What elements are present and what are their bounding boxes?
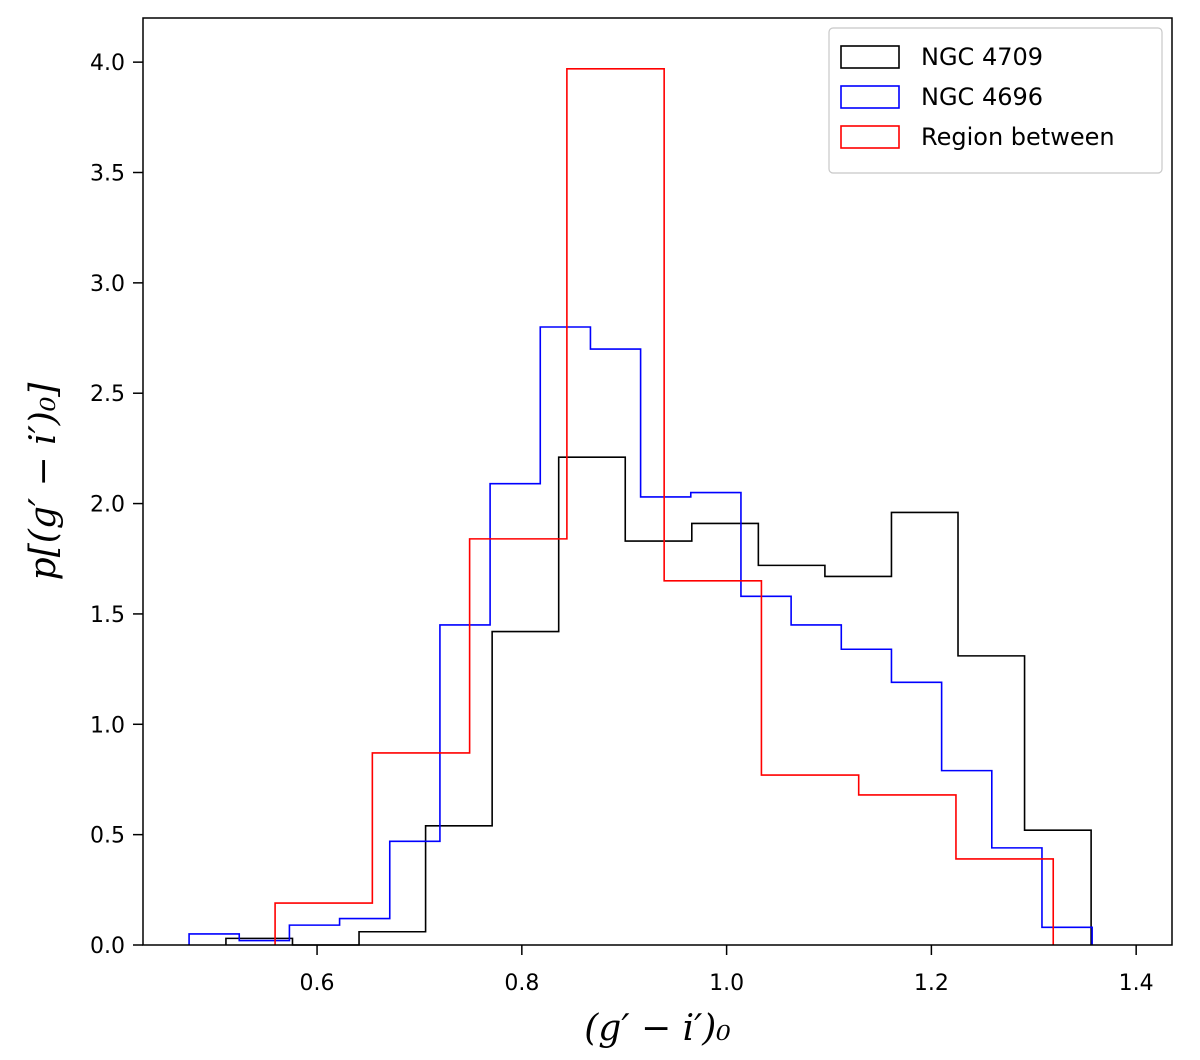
y-axis-label: p[(g′ − i′)₀]	[23, 382, 64, 581]
legend-swatch	[840, 85, 900, 109]
y-tick-label: 2.0	[90, 493, 125, 518]
plot-frame	[142, 17, 1173, 946]
x-tick-label: 1.2	[914, 971, 949, 996]
legend-label: NGC 4696	[921, 83, 1043, 111]
y-tick-label: 3.0	[90, 272, 125, 297]
axis-ticks: 0.6 0.8 1.0 1.2 1.4 0.0 0.5 1.0 1.5 2.0 2.5 3.0 3.5 4…	[90, 51, 1154, 996]
series-ngc-4709	[225, 456, 1092, 946]
legend-label: NGC 4709	[921, 43, 1043, 71]
legend: NGC 4709 NGC 4696 Region between	[828, 27, 1163, 174]
legend-label: Region between	[921, 123, 1115, 151]
x-tick-label: 1.0	[709, 971, 744, 996]
series-ngc-4696	[188, 326, 1093, 945]
y-tick-label: 1.0	[90, 713, 125, 738]
y-tick-label: 3.5	[90, 162, 125, 187]
legend-swatch	[840, 45, 900, 69]
y-tick-label: 0.5	[90, 824, 125, 849]
y-tick-label: 2.5	[90, 382, 125, 407]
x-axis-label: (g′ − i′)₀	[584, 1008, 730, 1049]
y-tick-label: 4.0	[90, 51, 125, 76]
y-tick-label: 0.0	[90, 934, 125, 959]
x-tick-label: 0.6	[300, 971, 335, 996]
series-region-between	[274, 67, 1055, 945]
legend-swatch	[840, 125, 900, 149]
y-tick-label: 1.5	[90, 603, 125, 628]
x-tick-label: 1.4	[1119, 971, 1154, 996]
series-layer	[188, 67, 1093, 946]
legend-box	[828, 27, 1163, 174]
x-tick-label: 0.8	[504, 971, 539, 996]
